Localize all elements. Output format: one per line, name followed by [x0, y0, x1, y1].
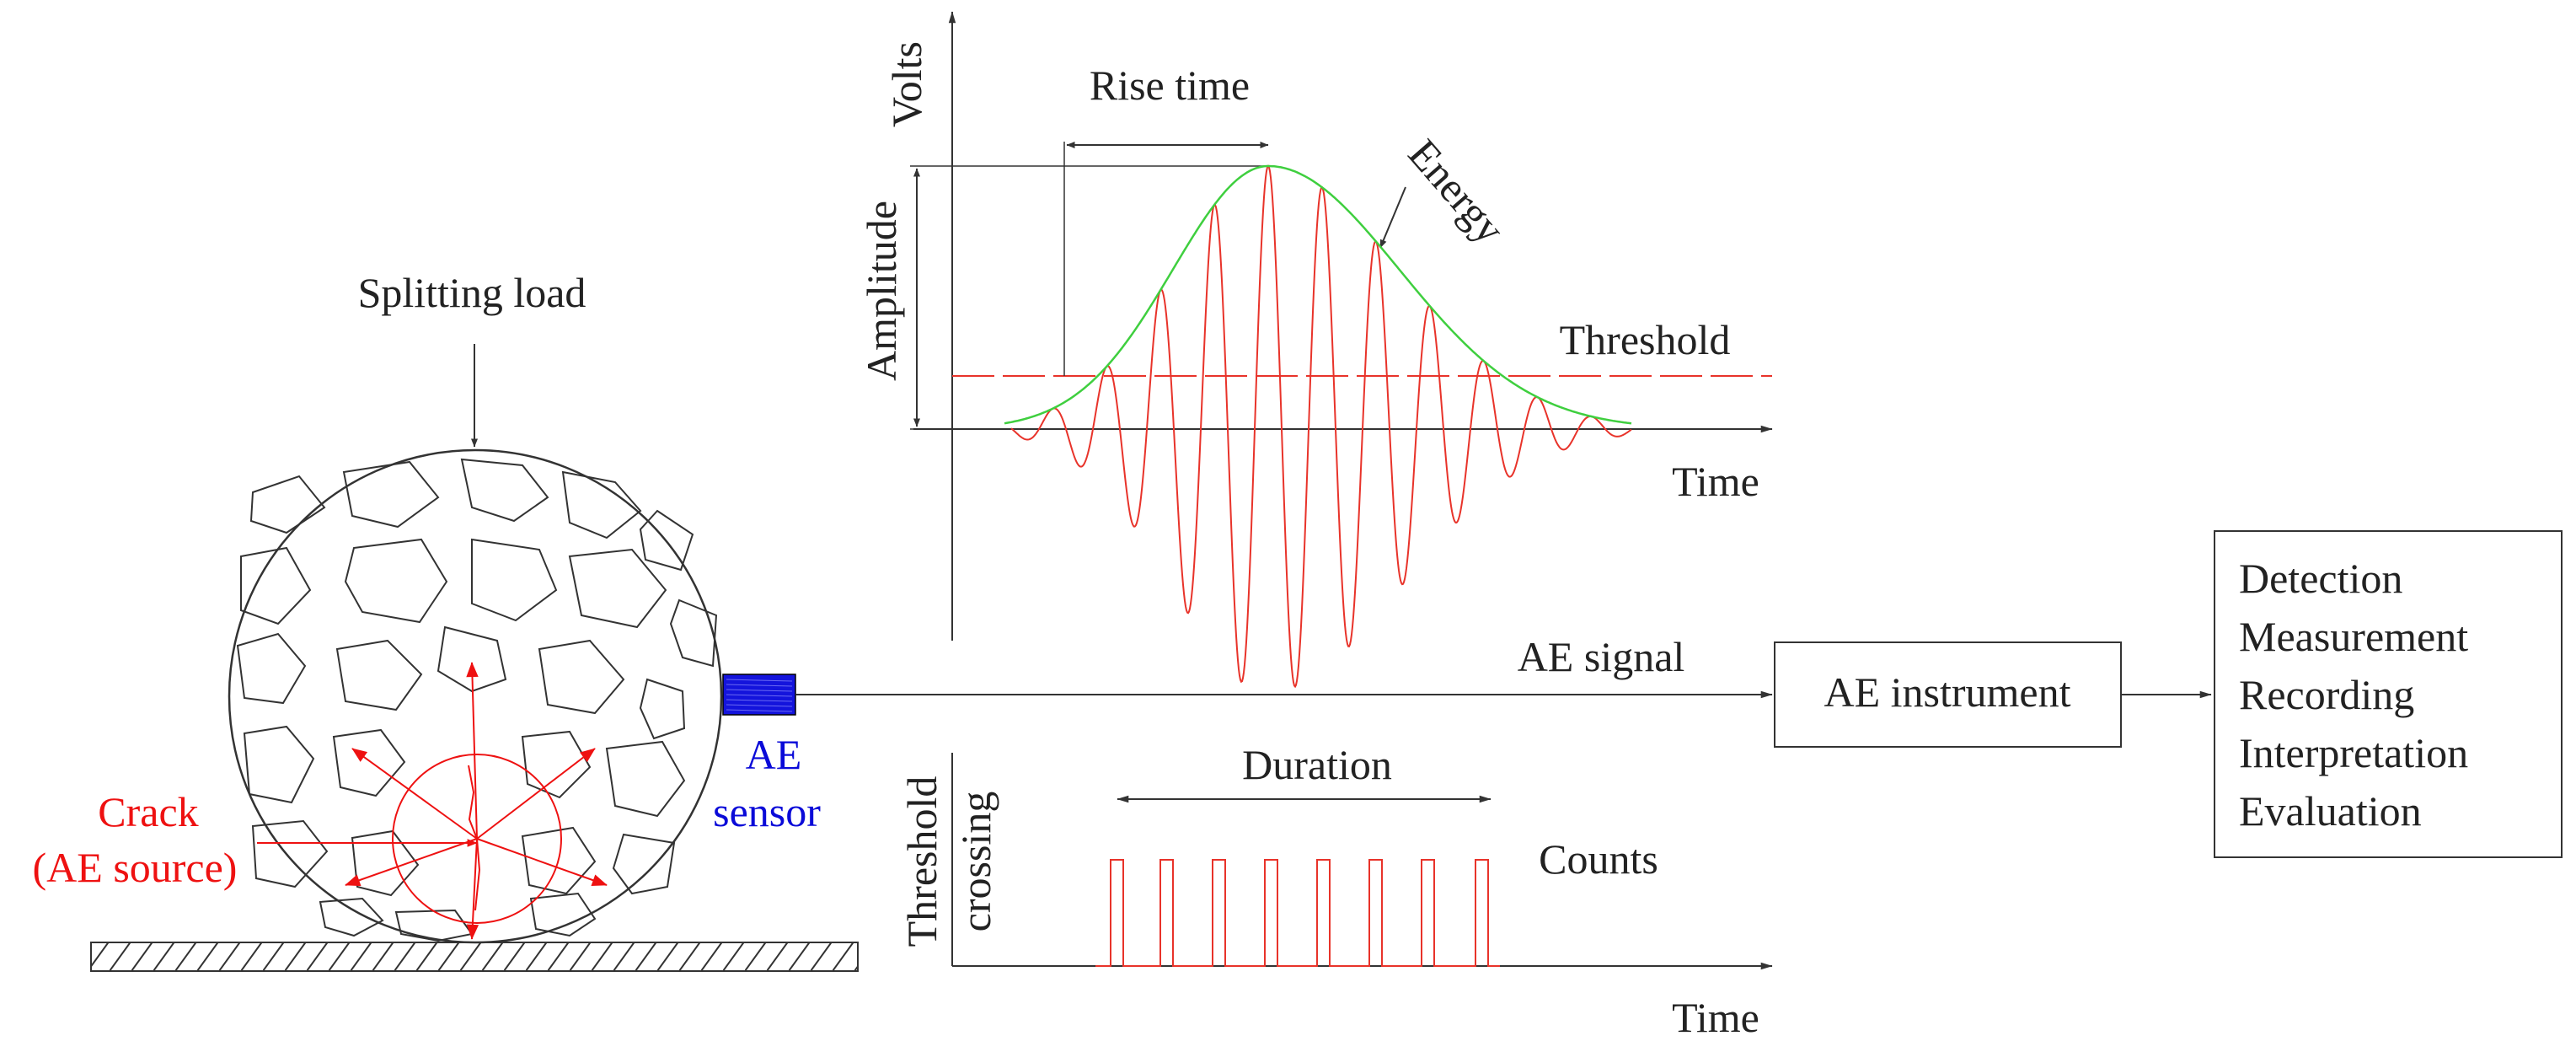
crack-line — [468, 765, 481, 911]
aggregate — [639, 509, 694, 572]
aggregate — [236, 632, 307, 705]
time-label-bottom: Time — [1672, 994, 1759, 1041]
sensor-label-ae: AE — [746, 731, 802, 778]
threshold-crossing-label-1: Threshold — [898, 776, 945, 947]
wave-ray — [345, 838, 478, 887]
aggregate — [521, 826, 597, 895]
aggregate — [249, 475, 326, 534]
rise-time-label: Rise time — [1090, 62, 1250, 109]
output-item: Evaluation — [2239, 787, 2422, 835]
aggregate — [605, 740, 686, 818]
sensor-texture — [726, 679, 793, 712]
aggregate — [342, 460, 440, 529]
aggregate — [243, 725, 315, 804]
specimen: Splitting load — [90, 269, 859, 972]
ae-instrument-label: AE instrument — [1824, 668, 2070, 716]
aggregate — [460, 458, 549, 523]
volts-label: Volts — [883, 41, 930, 127]
aggregate — [521, 730, 592, 799]
output-item: Measurement — [2239, 613, 2468, 660]
sensor-label-sensor: sensor — [713, 788, 821, 835]
aggregate — [669, 598, 718, 668]
aggregate — [639, 678, 686, 740]
counts-chart: Threshold crossing Time Duration Counts — [898, 741, 1773, 1041]
ae-sensor: AE sensor — [713, 674, 821, 835]
aggregate — [394, 909, 474, 942]
wave-ray — [466, 662, 479, 840]
counts-label: Counts — [1539, 835, 1658, 883]
waveform-chart: Volts Time Threshold Amplitude Rise time… — [858, 11, 1773, 689]
count-pulses — [1095, 859, 1500, 967]
wave-ray — [351, 748, 478, 840]
energy-label: Energy — [1400, 130, 1514, 252]
splitting-load-label: Splitting load — [358, 269, 586, 316]
aggregate — [436, 625, 507, 693]
wave-ray — [466, 838, 479, 940]
output-item: Interpretation — [2239, 729, 2468, 776]
aggregate-particles — [236, 458, 718, 942]
ground-hatch — [90, 942, 859, 972]
aggregate — [332, 728, 406, 797]
aggregate — [529, 892, 597, 937]
aggregate — [538, 639, 625, 715]
wave-rays — [345, 662, 608, 940]
time-label-top: Time — [1672, 458, 1759, 505]
ae-source-label: (AE source) — [33, 844, 238, 891]
aggregate — [561, 470, 642, 539]
amplitude-label: Amplitude — [858, 201, 905, 381]
ae-instrument-box — [1774, 641, 2122, 748]
output-list: Detection Measurement Recording Interpretat… — [2239, 555, 2468, 835]
aggregate — [344, 538, 448, 624]
crack-label: Crack — [98, 788, 198, 835]
duration-label: Duration — [1242, 741, 1392, 788]
aggregate — [251, 819, 329, 888]
threshold-crossing-label-2: crossing — [952, 792, 999, 932]
energy-envelope — [1004, 164, 1632, 425]
aggregate — [471, 538, 558, 622]
output-box — [2214, 530, 2563, 858]
crack-source: Crack (AE source) — [33, 662, 608, 940]
output-item: Detection — [2239, 555, 2402, 602]
threshold-label: Threshold — [1560, 316, 1731, 363]
energy-pointer — [1379, 186, 1406, 249]
aggregate — [319, 897, 384, 937]
aggregate — [240, 546, 312, 625]
output-item: Recording — [2239, 671, 2414, 718]
ae-signal-label: AE signal — [1518, 633, 1685, 680]
specimen-outline — [228, 448, 723, 944]
aggregate — [612, 833, 676, 895]
ae-waveform — [1010, 164, 1632, 689]
aggregate — [335, 639, 423, 711]
wave-ray — [476, 748, 596, 840]
wave-ray — [476, 838, 608, 887]
crack-wave-circle — [392, 754, 562, 924]
aggregate — [568, 548, 667, 629]
